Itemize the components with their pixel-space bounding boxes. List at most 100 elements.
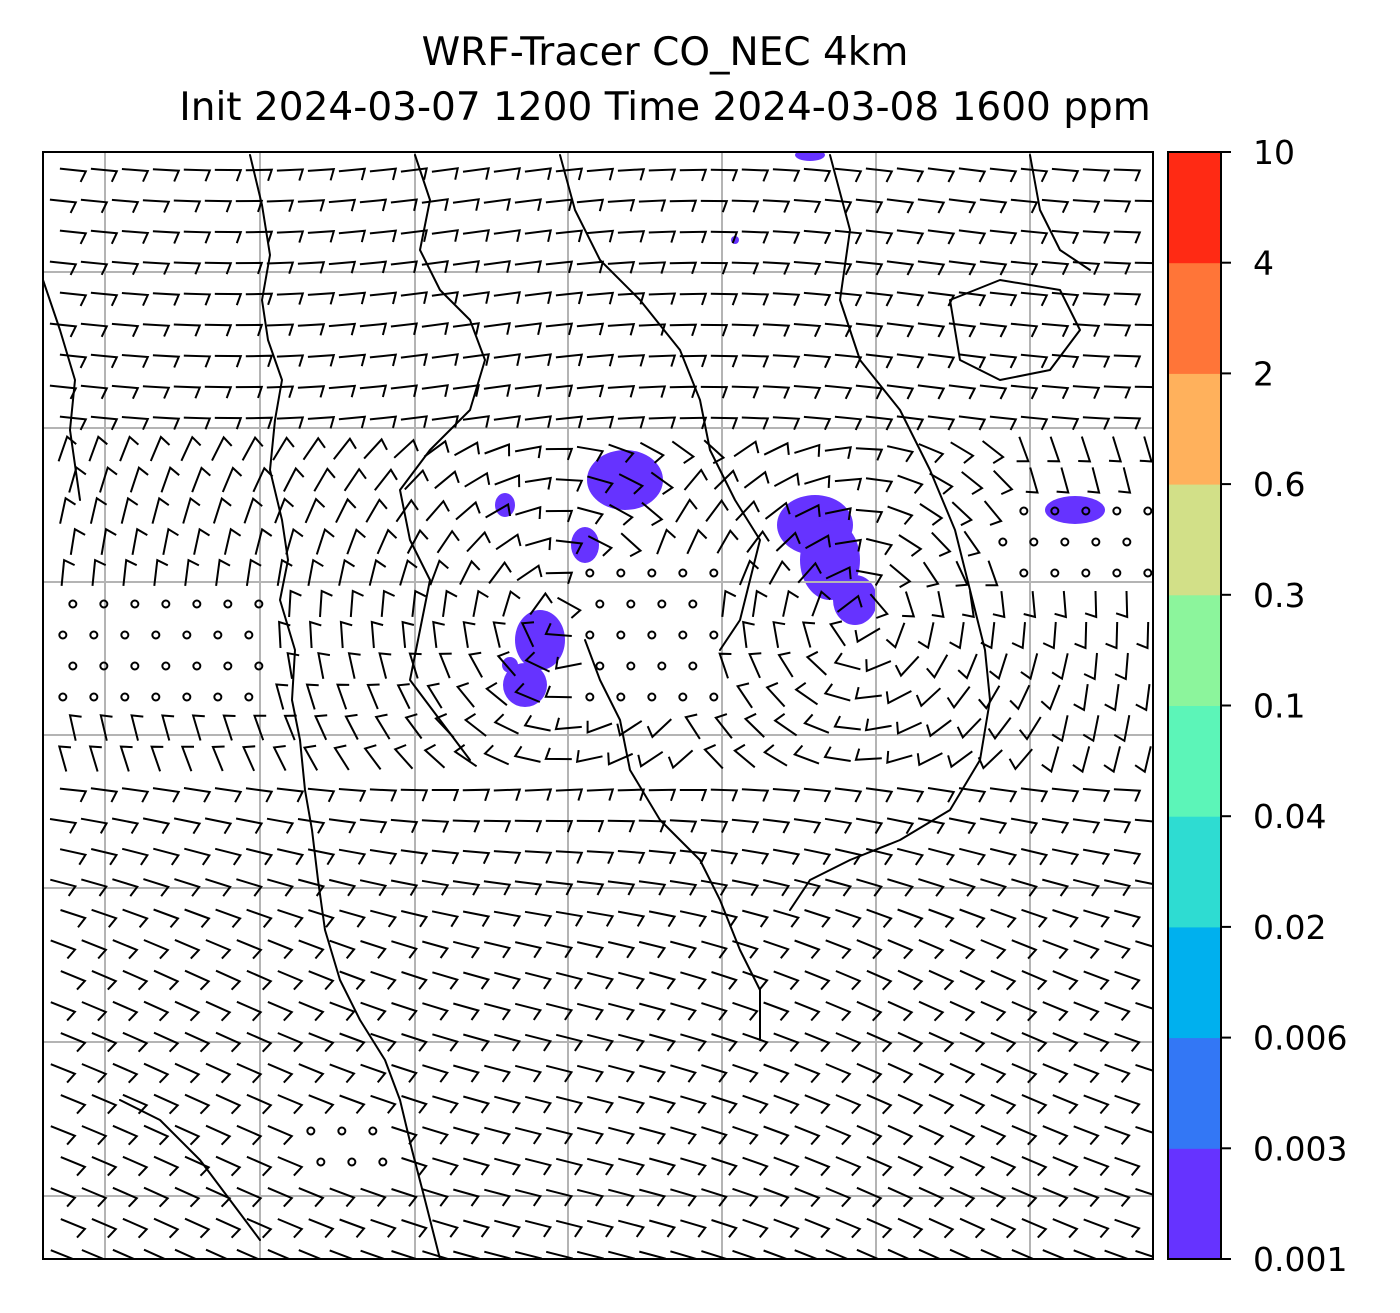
wind-barb — [1051, 167, 1080, 183]
wind-barb — [794, 1249, 820, 1259]
wind-barb — [980, 1124, 1007, 1146]
wind-barb — [391, 1126, 418, 1145]
lake-outline — [949, 279, 1081, 381]
calm-wind-marker — [182, 630, 192, 640]
wind-barb — [184, 558, 200, 587]
wind-barb — [91, 558, 107, 587]
wind-barb — [329, 1249, 356, 1259]
wind-barb — [174, 878, 201, 897]
wind-barb — [918, 443, 945, 464]
wind-barb — [1072, 818, 1101, 834]
wind-barb — [370, 909, 398, 928]
wind-barb — [981, 440, 1005, 465]
wind-barb — [575, 749, 603, 763]
wind-barb — [129, 466, 149, 493]
wind-barb — [80, 322, 109, 338]
wind-barb — [824, 446, 852, 460]
colorbar-segment — [1168, 816, 1221, 928]
wind-barb — [80, 198, 109, 214]
co-tracer-layer — [495, 152, 1105, 707]
calm-wind-marker — [678, 568, 688, 578]
wind-barb — [359, 818, 388, 834]
wind-barb — [122, 1217, 149, 1239]
wind-barb — [979, 322, 1008, 338]
wind-barb — [370, 1218, 397, 1238]
calm-wind-marker — [244, 692, 254, 702]
wind-barb — [400, 910, 429, 928]
calm-wind-marker — [688, 599, 698, 609]
wind-barb — [811, 590, 831, 617]
wind-barb — [825, 939, 852, 960]
wind-barb — [710, 909, 739, 928]
colorbar-tick-label: 4 — [1253, 244, 1274, 283]
wind-barb — [1016, 436, 1030, 463]
wind-barb — [763, 1187, 790, 1208]
wind-barb — [896, 415, 925, 431]
wind-barb — [49, 198, 78, 214]
wind-barb — [436, 529, 460, 554]
wind-barb — [639, 1064, 667, 1083]
wind-barb — [637, 750, 664, 768]
wind-barb — [732, 1249, 759, 1259]
wind-barb — [886, 322, 915, 338]
wind-barb — [434, 712, 455, 739]
wind-barb — [1074, 621, 1088, 650]
wind-barb — [245, 787, 274, 803]
wind-barb — [586, 1095, 615, 1114]
wind-barb — [266, 323, 295, 337]
wind-barb — [359, 322, 388, 336]
wind-barb — [483, 322, 511, 335]
wind-barb — [431, 229, 459, 242]
wind-barb — [81, 878, 108, 897]
wind-barb — [390, 322, 418, 336]
wind-barb — [1052, 970, 1079, 991]
wind-barb — [586, 788, 615, 801]
wind-barb — [390, 384, 418, 398]
wind-barb — [370, 1094, 397, 1114]
wind-barb — [762, 385, 791, 399]
wind-barb — [897, 1155, 924, 1177]
wind-barb — [1083, 1032, 1110, 1053]
wind-barb — [111, 322, 140, 338]
wind-barb — [741, 292, 770, 306]
wind-barb — [366, 683, 380, 710]
wind-barb — [545, 509, 574, 523]
wind-barb — [1104, 1187, 1131, 1208]
wind-barb — [524, 291, 552, 305]
wind-barb — [834, 848, 863, 866]
wind-barb — [153, 908, 180, 929]
wind-barb — [555, 1219, 584, 1238]
wind-barb — [897, 969, 924, 991]
calm-wind-marker — [595, 661, 605, 671]
wind-barb — [1134, 323, 1153, 327]
wind-barb — [1042, 1063, 1069, 1084]
wind-barb — [865, 415, 894, 431]
wind-barb — [803, 229, 832, 245]
wind-barb — [462, 353, 490, 366]
wind-barb — [121, 847, 150, 866]
wind-barb — [803, 291, 832, 307]
wind-barb — [555, 1095, 584, 1114]
wind-barb — [288, 589, 302, 618]
wind-barb — [59, 848, 88, 866]
wind-barb — [142, 199, 171, 213]
wind-barb — [700, 385, 729, 399]
wind-barb — [266, 385, 295, 399]
wind-barb — [649, 1095, 677, 1114]
coastline-northeast — [1029, 154, 1091, 271]
wind-barb — [927, 415, 956, 431]
wind-barb — [91, 1155, 118, 1177]
wind-barb — [1113, 354, 1142, 368]
wind-barb — [711, 1219, 738, 1238]
wind-barb — [112, 1000, 139, 1022]
wind-barb — [1134, 879, 1153, 886]
wind-barb — [214, 416, 243, 430]
wind-barb — [639, 1002, 667, 1021]
wind-barb — [648, 788, 677, 802]
wind-barb — [793, 323, 822, 338]
wind-barb — [180, 435, 202, 462]
wind-barb — [648, 168, 677, 181]
calm-wind-marker — [1143, 506, 1153, 516]
wind-barb — [865, 787, 894, 803]
colorbar-segment — [1168, 705, 1221, 817]
